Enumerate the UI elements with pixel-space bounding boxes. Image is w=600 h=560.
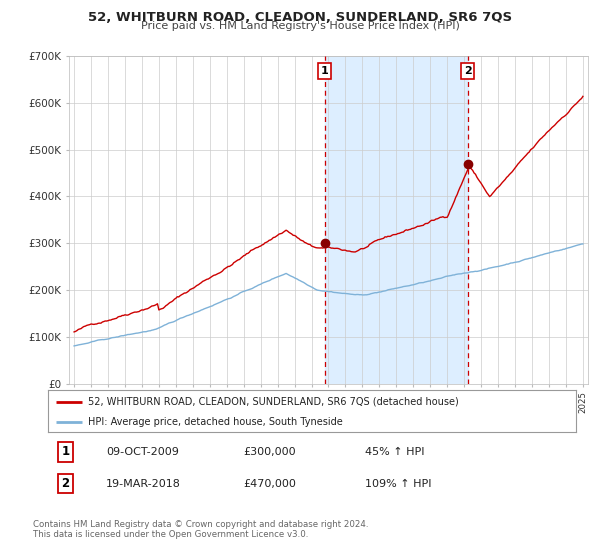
Text: 1: 1: [321, 66, 329, 76]
Bar: [325, 56, 468, 384]
Text: 09-OCT-2009: 09-OCT-2009: [106, 447, 179, 457]
Text: 1: 1: [61, 445, 70, 459]
Text: 2: 2: [464, 66, 472, 76]
Text: 52, WHITBURN ROAD, CLEADON, SUNDERLAND, SR6 7QS (detached house): 52, WHITBURN ROAD, CLEADON, SUNDERLAND, …: [88, 396, 458, 407]
Text: £300,000: £300,000: [244, 447, 296, 457]
Text: 109% ↑ HPI: 109% ↑ HPI: [365, 479, 431, 489]
Text: 19-MAR-2018: 19-MAR-2018: [106, 479, 181, 489]
Text: £470,000: £470,000: [244, 479, 296, 489]
Text: HPI: Average price, detached house, South Tyneside: HPI: Average price, detached house, Sout…: [88, 417, 343, 427]
Text: 52, WHITBURN ROAD, CLEADON, SUNDERLAND, SR6 7QS: 52, WHITBURN ROAD, CLEADON, SUNDERLAND, …: [88, 11, 512, 24]
Text: This data is licensed under the Open Government Licence v3.0.: This data is licensed under the Open Gov…: [33, 530, 308, 539]
Text: 45% ↑ HPI: 45% ↑ HPI: [365, 447, 424, 457]
Text: 2: 2: [61, 477, 70, 490]
Text: Contains HM Land Registry data © Crown copyright and database right 2024.: Contains HM Land Registry data © Crown c…: [33, 520, 368, 529]
Text: Price paid vs. HM Land Registry's House Price Index (HPI): Price paid vs. HM Land Registry's House …: [140, 21, 460, 31]
